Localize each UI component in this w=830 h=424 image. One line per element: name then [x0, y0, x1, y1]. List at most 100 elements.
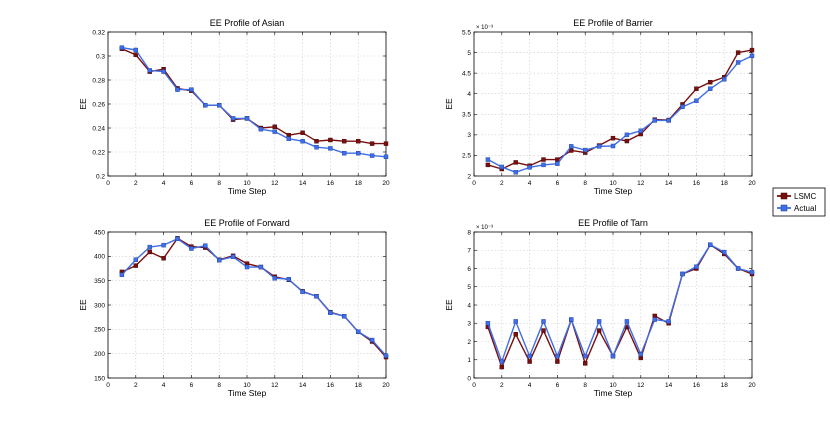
x-tick-label: 8 [583, 180, 587, 187]
data-point [258, 126, 264, 132]
y-exponent-label: × 10⁻³ [476, 25, 493, 31]
data-point [694, 264, 699, 269]
data-point [356, 150, 361, 156]
data-point [133, 52, 139, 57]
series-line-actual [487, 244, 753, 363]
data-point [133, 263, 139, 268]
data-point [189, 87, 194, 92]
x-tick-label: 10 [609, 180, 617, 187]
x-tick-label: 12 [637, 382, 645, 389]
y-tick-label: 0.28 [92, 77, 105, 84]
chart-1: 0 2 4 6 8 10 12 14 16 18 20 0.2 0.22 0.24 0.26 0.28 0.3 0… [78, 18, 390, 196]
data-point [527, 353, 532, 359]
data-point [680, 271, 685, 277]
data-point [555, 161, 560, 166]
data-point [735, 50, 741, 55]
data-point [541, 319, 546, 324]
y-tick-label: 4 [467, 91, 471, 98]
data-point [569, 144, 574, 149]
x-tick-label: 14 [299, 382, 307, 389]
data-point [638, 352, 643, 357]
y-tick-label: 350 [94, 278, 105, 285]
data-point [499, 164, 504, 170]
x-tick-label: 20 [748, 382, 756, 389]
data-point [638, 355, 643, 361]
data-point [147, 68, 152, 73]
y-tick-label: 4.5 [462, 70, 471, 77]
data-point [527, 359, 532, 364]
data-point [708, 242, 713, 247]
data-point [513, 319, 518, 324]
x-tick-label: 0 [472, 180, 476, 187]
y-tick-label: 5 [467, 284, 471, 291]
series-line-actual [121, 46, 387, 158]
data-point [499, 364, 504, 370]
x-axis-label: Time Step [594, 388, 633, 398]
x-tick-label: 6 [556, 180, 560, 187]
series-actual [119, 45, 389, 160]
data-point [161, 256, 166, 261]
x-tick-label: 0 [106, 180, 110, 187]
data-point [383, 353, 389, 358]
data-point [541, 328, 546, 333]
x-tick-label: 16 [693, 382, 701, 389]
y-tick-label: 400 [94, 254, 105, 261]
y-tick-label: 0.3 [96, 53, 105, 60]
data-point [555, 359, 560, 364]
y-axis-label: EE [444, 299, 454, 311]
data-point [694, 98, 699, 103]
data-point [216, 258, 222, 263]
x-tick-label: 18 [721, 382, 729, 389]
y-axis-label: EE [78, 299, 88, 311]
data-point [596, 328, 602, 333]
y-tick-label: 250 [94, 327, 105, 334]
x-tick-label: 12 [637, 180, 645, 187]
data-point [356, 329, 361, 334]
data-point [161, 242, 166, 248]
x-tick-label: 2 [500, 180, 504, 187]
y-tick-label: 0.32 [92, 29, 105, 36]
x-tick-label: 18 [721, 180, 729, 187]
data-point [258, 264, 264, 270]
data-point [513, 170, 518, 175]
data-point [300, 289, 305, 295]
y-tick-label: 0 [467, 375, 471, 382]
chart-3: 0 2 4 6 8 10 12 14 16 18 20 150 200 250 300 350 400 450 EE… [78, 218, 390, 398]
data-point [749, 53, 755, 59]
y-tick-label: 0.26 [92, 101, 105, 108]
data-point [694, 86, 699, 91]
x-tick-label: 10 [609, 382, 617, 389]
data-point [722, 249, 727, 255]
data-point [119, 45, 125, 50]
x-tick-label: 6 [190, 180, 194, 187]
data-point [369, 337, 375, 343]
x-tick-label: 6 [190, 382, 194, 389]
data-point [485, 157, 491, 162]
data-point [569, 317, 574, 322]
x-tick-label: 10 [243, 382, 251, 389]
data-point [652, 317, 657, 322]
x-tick-label: 16 [693, 180, 701, 187]
x-tick-label: 12 [271, 382, 279, 389]
x-tick-label: 10 [243, 180, 251, 187]
data-point [610, 353, 616, 359]
data-point [342, 313, 347, 319]
legend-label-actual: Actual [794, 204, 816, 213]
data-point [133, 257, 139, 262]
series-actual [485, 242, 755, 364]
y-tick-label: 450 [94, 229, 105, 236]
data-point [735, 60, 741, 65]
data-point [314, 144, 319, 150]
y-tick-label: 0.22 [92, 149, 105, 156]
x-tick-label: 0 [472, 382, 476, 389]
data-point [527, 165, 532, 170]
data-point [624, 319, 630, 324]
data-point [230, 116, 236, 121]
data-point [272, 124, 277, 130]
data-point [300, 130, 305, 136]
y-tick-label: 3 [467, 321, 471, 328]
data-point [328, 310, 333, 315]
